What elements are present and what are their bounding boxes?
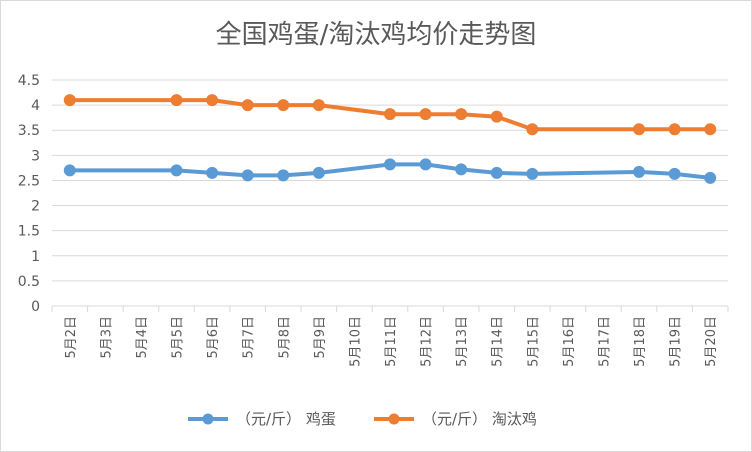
gridlines xyxy=(52,79,728,307)
y-tick-label: 1.5 xyxy=(18,224,40,240)
y-tick-label: 4 xyxy=(31,98,40,114)
data-point-series-2 xyxy=(455,108,468,121)
data-point-series-1 xyxy=(206,166,219,179)
x-tick-label: 5月2日 xyxy=(64,316,79,359)
x-tick-label: 5月7日 xyxy=(242,316,257,359)
x-tick-label: 5月20日 xyxy=(704,316,719,367)
data-point-series-1 xyxy=(704,171,717,184)
data-point-series-1 xyxy=(277,169,290,182)
x-tick-label: 5月8日 xyxy=(277,316,292,359)
data-point-series-2 xyxy=(384,108,396,121)
data-point-series-2 xyxy=(633,123,646,136)
x-axis: 5月2日 5月3日 5月4日 5月5日 5月6日 5月7日 5月8日 5月9日 5月10日 5月1… xyxy=(51,305,729,367)
data-point-series-1 xyxy=(490,166,503,179)
data-point-series-1 xyxy=(384,158,396,171)
data-point-series-2 xyxy=(419,108,432,121)
legend: （元/斤） 鸡蛋 （元/斤） 淘汰鸡 xyxy=(188,410,537,428)
legend-label-1: （元/斤） 鸡蛋 xyxy=(236,410,336,428)
data-point-series-1 xyxy=(241,169,254,182)
x-tick-label: 5月14日 xyxy=(491,316,506,367)
data-point-series-1 xyxy=(455,163,468,176)
x-tick-label: 5月13日 xyxy=(455,316,470,367)
legend-label-2: （元/斤） 淘汰鸡 xyxy=(422,410,537,428)
y-tick-label: 2 xyxy=(31,199,40,215)
y-tick-label: 2.5 xyxy=(18,173,40,189)
x-tick-label: 5月12日 xyxy=(420,316,435,367)
y-tick-label: 0 xyxy=(31,299,40,315)
legend-marker-1 xyxy=(202,413,214,425)
data-point-series-2 xyxy=(277,99,290,112)
data-point-series-1 xyxy=(170,164,183,177)
x-tick-label: 5月3日 xyxy=(99,316,114,359)
data-point-series-2 xyxy=(312,99,325,112)
data-point-series-2 xyxy=(490,110,503,123)
data-point-series-2 xyxy=(704,123,717,136)
data-point-series-2 xyxy=(526,123,539,136)
y-tick-label: 1 xyxy=(31,249,40,265)
x-tick-label: 5月6日 xyxy=(206,316,221,359)
data-point-series-1 xyxy=(419,158,432,171)
data-point-series-2 xyxy=(206,94,219,107)
legend-marker-2 xyxy=(388,413,400,425)
x-tick-label: 5月17日 xyxy=(597,316,612,367)
data-point-series-1 xyxy=(63,164,76,177)
data-point-series-1 xyxy=(312,166,325,179)
series-group xyxy=(63,94,717,184)
data-point-series-2 xyxy=(668,123,681,136)
x-tick-label: 5月10日 xyxy=(348,316,363,367)
y-axis: 0 0.5 1 1.5 2 2.5 3 3.5 4 4.5 xyxy=(18,73,40,315)
chart-title: 全国鸡蛋/淘汰鸡均价走势图 xyxy=(215,20,537,50)
x-tick-label: 5月15日 xyxy=(526,316,541,367)
x-tick-label: 5月16日 xyxy=(562,316,577,367)
data-point-series-2 xyxy=(63,94,76,107)
data-point-series-2 xyxy=(170,94,183,107)
y-tick-label: 4.5 xyxy=(18,73,40,89)
data-point-series-1 xyxy=(633,165,646,178)
x-tick-label: 5月19日 xyxy=(669,316,684,367)
x-tick-label: 5月5日 xyxy=(171,316,186,359)
x-tick-label: 5月9日 xyxy=(313,316,328,359)
y-tick-label: 3.5 xyxy=(18,123,40,139)
y-tick-label: 0.5 xyxy=(18,274,40,290)
x-tick-label: 5月4日 xyxy=(135,316,150,359)
x-tick-label: 5月11日 xyxy=(384,316,399,367)
y-tick-label: 3 xyxy=(31,148,40,164)
data-point-series-2 xyxy=(241,99,254,112)
data-point-series-1 xyxy=(668,167,681,180)
data-point-series-1 xyxy=(526,167,539,180)
x-tick-label: 5月18日 xyxy=(633,316,648,367)
